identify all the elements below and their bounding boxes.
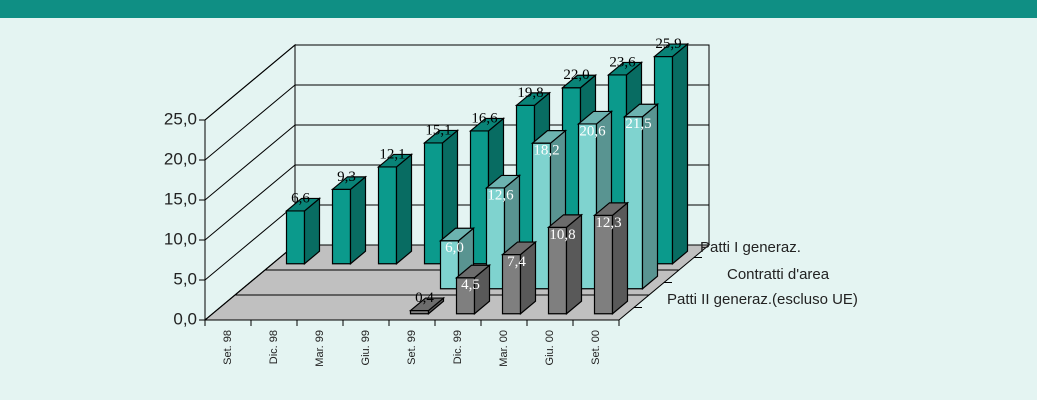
value-label: 0,4 <box>415 290 434 306</box>
value-label: 22,0 <box>563 67 589 83</box>
value-label: 12,1 <box>379 146 405 162</box>
value-label: 20,6 <box>579 123 606 139</box>
x-tick-label: Set. 00 <box>590 330 602 365</box>
bar-top <box>422 129 460 144</box>
bar-front <box>285 210 306 265</box>
bar-top <box>408 297 446 312</box>
x-tick-label: Giu. 00 <box>544 330 556 365</box>
value-label: 23,6 <box>609 54 636 70</box>
value-label: 12,3 <box>595 215 621 231</box>
bar-top <box>622 103 660 118</box>
x-tick-label: Set. 98 <box>222 330 234 365</box>
y-tick-label: 20,0 <box>164 149 197 168</box>
bar-top <box>484 174 522 189</box>
x-tick-label: Dic. 98 <box>268 330 280 364</box>
value-label: 6,0 <box>445 240 464 256</box>
value-label: 9,3 <box>337 169 356 185</box>
bar-side <box>349 175 367 266</box>
bar <box>284 197 322 266</box>
x-tick-label: Set. 99 <box>406 330 418 365</box>
bar <box>546 213 584 316</box>
bar-front <box>423 142 444 265</box>
bar <box>592 201 630 316</box>
header-bar <box>0 0 1037 18</box>
bar-side <box>671 42 689 266</box>
y-tick-label: 15,0 <box>164 189 197 208</box>
value-label: 15,1 <box>425 122 451 138</box>
x-tick-label: Mar. 99 <box>314 330 326 367</box>
bar-top <box>530 130 568 144</box>
bar-front <box>377 166 398 265</box>
bar-top <box>438 227 476 242</box>
value-label: 10,8 <box>549 227 575 243</box>
bar <box>408 296 446 316</box>
value-label: 7,4 <box>507 254 526 270</box>
grid-line <box>204 44 709 121</box>
value-label: 18,2 <box>533 143 559 159</box>
bar-top <box>652 43 690 58</box>
y-tick-label: 25,0 <box>164 109 197 128</box>
bar-top <box>330 176 368 190</box>
y-tick-label: 10,0 <box>164 229 197 248</box>
bar-top <box>514 92 552 106</box>
bar <box>330 175 368 266</box>
value-label: 16,6 <box>471 110 498 126</box>
bar-top <box>454 264 492 279</box>
legend-label: Contratti d'area <box>727 266 830 283</box>
bar-top <box>284 197 322 212</box>
bar-top <box>576 110 614 125</box>
bar-top <box>546 214 584 228</box>
bar-side <box>395 153 413 266</box>
bar-top <box>500 241 538 256</box>
value-label: 25,9 <box>655 36 681 52</box>
bar-top <box>468 117 506 132</box>
bar <box>376 153 414 266</box>
bar-top <box>592 202 630 216</box>
value-label: 12,6 <box>487 187 514 203</box>
bar-top <box>376 153 414 168</box>
bar-top <box>560 74 598 89</box>
bar <box>652 42 690 266</box>
bar <box>454 263 492 316</box>
x-tick-label: Dic. 99 <box>452 330 464 364</box>
bar-top <box>606 61 644 76</box>
bar <box>622 102 660 291</box>
legend-label: Patti I generaz. <box>700 239 801 256</box>
value-label: 19,8 <box>517 85 543 101</box>
x-tick-label: Mar. 00 <box>498 330 510 367</box>
value-label: 4,5 <box>461 277 480 293</box>
y-tick-label: 5,0 <box>173 269 197 288</box>
x-tick-label: Giu. 99 <box>360 330 372 365</box>
y-tick-label: 0,0 <box>173 309 197 328</box>
value-label: 6,6 <box>291 190 310 206</box>
bar-front <box>331 188 352 265</box>
value-label: 21,5 <box>625 116 651 132</box>
bar <box>500 240 538 316</box>
legend-label: Patti II generaz.(escluso UE) <box>667 291 858 308</box>
